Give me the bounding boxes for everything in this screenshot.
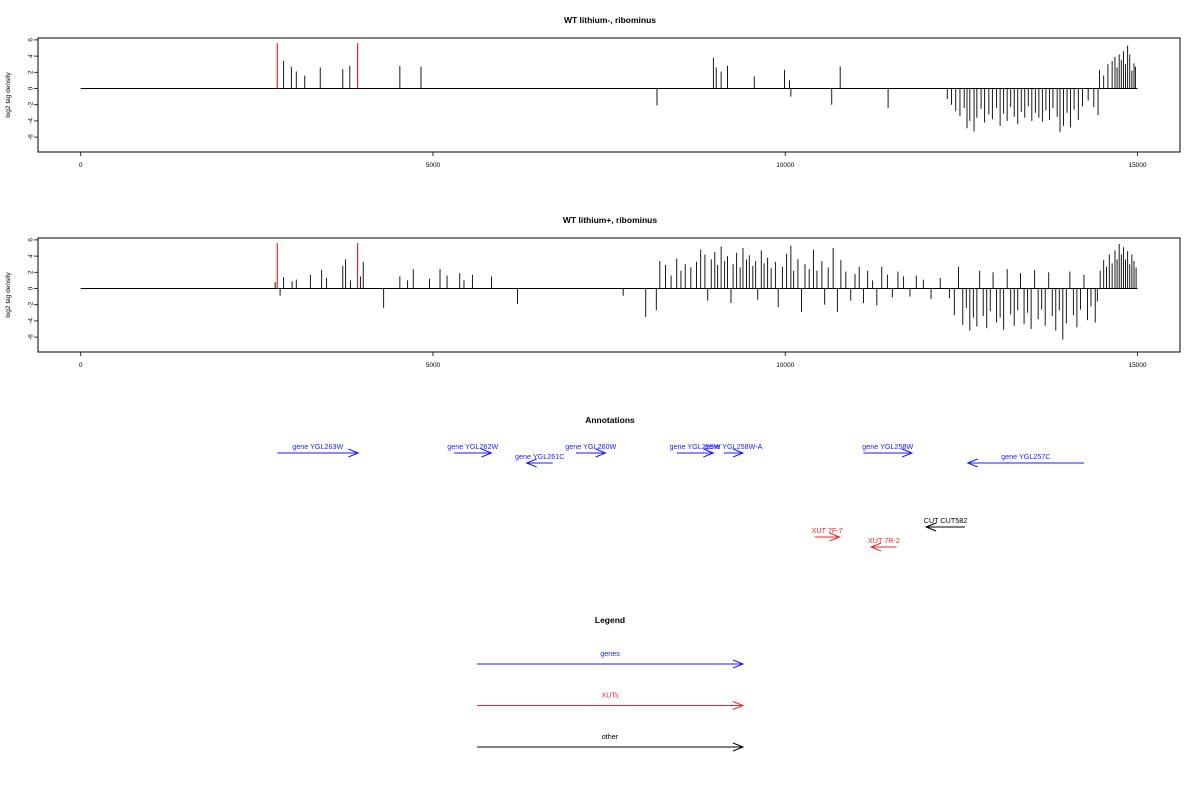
y-tick-label: 6 bbox=[28, 238, 35, 242]
arrow-head bbox=[525, 458, 537, 468]
feature-label: gene YGL258W-A bbox=[704, 442, 762, 451]
panel-title: WT lithium-, ribominus bbox=[564, 15, 656, 25]
arrow-head bbox=[481, 448, 493, 458]
arrow-head bbox=[732, 701, 745, 710]
x-tick-label: 10000 bbox=[776, 162, 794, 169]
arrow-head bbox=[966, 458, 978, 468]
feature-label: XUT 7F-7 bbox=[812, 526, 843, 535]
y-tick-label: 0 bbox=[28, 286, 35, 290]
arrow-head bbox=[829, 532, 841, 542]
y-axis: 6 4 2 0 -2 -4 -6 bbox=[28, 238, 38, 340]
feature-label: gene YGL258W bbox=[862, 442, 913, 451]
arrow-head bbox=[924, 522, 937, 532]
arrow-head bbox=[703, 448, 715, 458]
feature-arrow: XUT 7R-2 bbox=[868, 536, 900, 552]
feature-label: gene YGL263W bbox=[292, 442, 343, 451]
y-tick-label: -4 bbox=[28, 318, 35, 324]
x-tick-label: 15000 bbox=[1128, 362, 1146, 369]
arrow-head bbox=[732, 659, 745, 669]
y-tick-label: -2 bbox=[28, 101, 35, 107]
annotation-track: Annotations gene YGL263W gene YGL262W gene… bbox=[277, 415, 1084, 552]
panel-title: WT lithium+, ribominus bbox=[563, 215, 657, 225]
x-tick-label: 5000 bbox=[426, 162, 441, 169]
arrow-head bbox=[869, 542, 882, 552]
y-axis-label: log2 tag density bbox=[5, 271, 12, 317]
plot-frame bbox=[37, 237, 1181, 353]
x-axis: 0 5000 10000 15000 bbox=[79, 152, 1147, 169]
arrow-head bbox=[348, 448, 360, 458]
feature-arrow: gene YGL261C bbox=[515, 452, 564, 468]
x-tick-label: 10000 bbox=[776, 362, 794, 369]
legend: Legend genes XUTs other bbox=[477, 615, 745, 752]
y-tick-label: 4 bbox=[28, 54, 35, 58]
legend-item: genes bbox=[477, 649, 745, 669]
y-tick-label: 2 bbox=[28, 70, 35, 74]
arrow-head bbox=[595, 448, 607, 458]
x-tick-label: 0 bbox=[79, 362, 83, 369]
plot-frame bbox=[37, 37, 1181, 153]
y-tick-label: -2 bbox=[28, 301, 35, 307]
arrow-head bbox=[901, 448, 914, 458]
y-tick-label: 6 bbox=[28, 38, 35, 42]
legend-items: genes XUTs other bbox=[477, 649, 745, 752]
legend-title: Legend bbox=[595, 615, 625, 625]
feature-label: XUT 7R-2 bbox=[868, 536, 900, 545]
legend-item: other bbox=[477, 732, 745, 752]
legend-label: genes bbox=[600, 649, 620, 658]
panel-lithium-minus: WT lithium-, ribominus log2 tag density … bbox=[5, 15, 1181, 169]
x-axis: 0 5000 10000 15000 bbox=[79, 352, 1147, 369]
feature-arrow: gene YGL257C bbox=[966, 452, 1084, 468]
y-tick-label: -6 bbox=[28, 134, 35, 140]
feature-label: gene YGL257C bbox=[1001, 452, 1050, 461]
annotations-title: Annotations bbox=[585, 415, 635, 425]
feature-arrow: XUT 7F-7 bbox=[812, 526, 843, 542]
feature-arrow: gene YGL263W bbox=[277, 442, 360, 458]
feature-label: gene YGL260W bbox=[565, 442, 616, 451]
y-axis: 6 4 2 0 -2 -4 -6 bbox=[28, 38, 38, 140]
x-tick-label: 5000 bbox=[426, 362, 441, 369]
x-tick-label: 15000 bbox=[1128, 162, 1146, 169]
y-tick-label: -6 bbox=[28, 334, 35, 340]
bar-series bbox=[80, 43, 1138, 133]
y-axis-label: log2 tag density bbox=[5, 71, 12, 117]
feature-arrow: CUT CUT582 bbox=[924, 516, 967, 532]
feature-arrow: gene YGL259W bbox=[670, 442, 721, 458]
x-tick-label: 0 bbox=[79, 162, 83, 169]
legend-item: XUTs bbox=[477, 691, 745, 710]
y-tick-label: 2 bbox=[28, 270, 35, 274]
panel-lithium-plus: WT lithium+, ribominus log2 tag density … bbox=[5, 215, 1181, 369]
y-tick-label: 4 bbox=[28, 254, 35, 258]
arrow-head bbox=[732, 448, 745, 458]
feature-arrow: gene YGL258W bbox=[862, 442, 914, 458]
feature-arrow: gene YGL262W bbox=[447, 442, 498, 458]
feature-label: gene YGL261C bbox=[515, 452, 564, 461]
feature-arrow: gene YGL258W-A bbox=[704, 442, 763, 458]
bar-series bbox=[80, 243, 1138, 340]
feature-label: gene YGL259W bbox=[670, 442, 721, 451]
legend-label: other bbox=[602, 732, 619, 741]
feature-label: gene YGL262W bbox=[447, 442, 498, 451]
y-tick-label: -4 bbox=[28, 118, 35, 124]
feature-label: CUT CUT582 bbox=[924, 516, 967, 525]
feature-arrow: gene YGL260W bbox=[565, 442, 617, 458]
legend-label: XUTs bbox=[601, 691, 619, 700]
y-tick-label: 0 bbox=[28, 86, 35, 90]
arrow-head bbox=[732, 742, 745, 752]
